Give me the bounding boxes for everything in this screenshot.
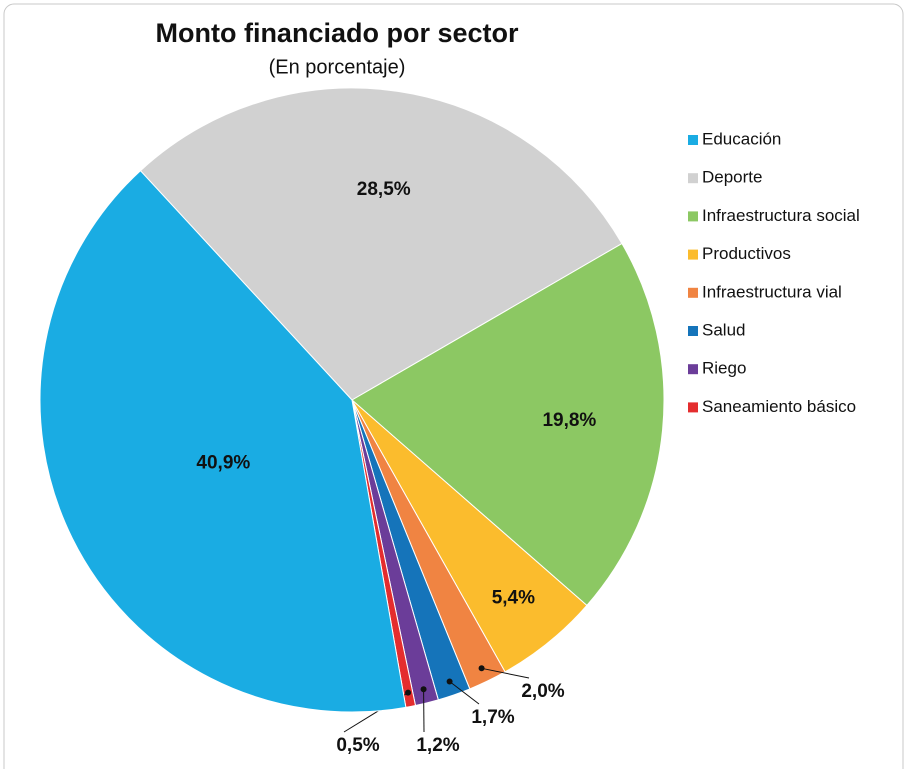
legend-swatch: [688, 211, 698, 222]
leader-dot: [420, 686, 427, 693]
legend-swatch: [688, 249, 698, 260]
data-label: 40,9%: [196, 453, 250, 474]
leader-line: [481, 667, 530, 679]
pie-slice: [39, 169, 407, 713]
legend-swatch: [688, 364, 698, 375]
data-label: 5,4%: [492, 588, 535, 609]
legend-label: Educación: [702, 129, 781, 148]
leader-dot: [446, 678, 453, 685]
chart-title: Monto financiado por sector: [155, 18, 519, 48]
leader-dot: [405, 689, 412, 696]
legend-swatch: [688, 326, 698, 336]
data-label: 1,2%: [416, 735, 459, 756]
data-label: 1,7%: [471, 707, 514, 728]
legend-label: Productivos: [702, 244, 791, 263]
pie-slice: [139, 87, 623, 401]
data-label: 2,0%: [521, 681, 564, 702]
legend-label: Deporte: [702, 168, 762, 187]
legend-label: Saneamiento básico: [702, 397, 856, 416]
leader-line: [449, 681, 480, 705]
legend-swatch: [688, 173, 698, 184]
data-label: 19,8%: [542, 410, 596, 431]
legend-label: Infraestructura social: [702, 206, 860, 225]
legend-label: Infraestructura vial: [702, 282, 842, 301]
data-label: 28,5%: [357, 179, 411, 200]
legend-label: Salud: [702, 320, 745, 339]
chart-subtitle: (En porcentaje): [269, 56, 406, 78]
pie-slice: [351, 242, 665, 607]
legend-swatch: [688, 287, 698, 298]
data-label: 0,5%: [336, 735, 379, 756]
legend-label: Riego: [702, 359, 746, 378]
leader-dot: [478, 665, 485, 672]
legend-swatch: [688, 402, 698, 413]
legend-swatch: [688, 135, 698, 145]
